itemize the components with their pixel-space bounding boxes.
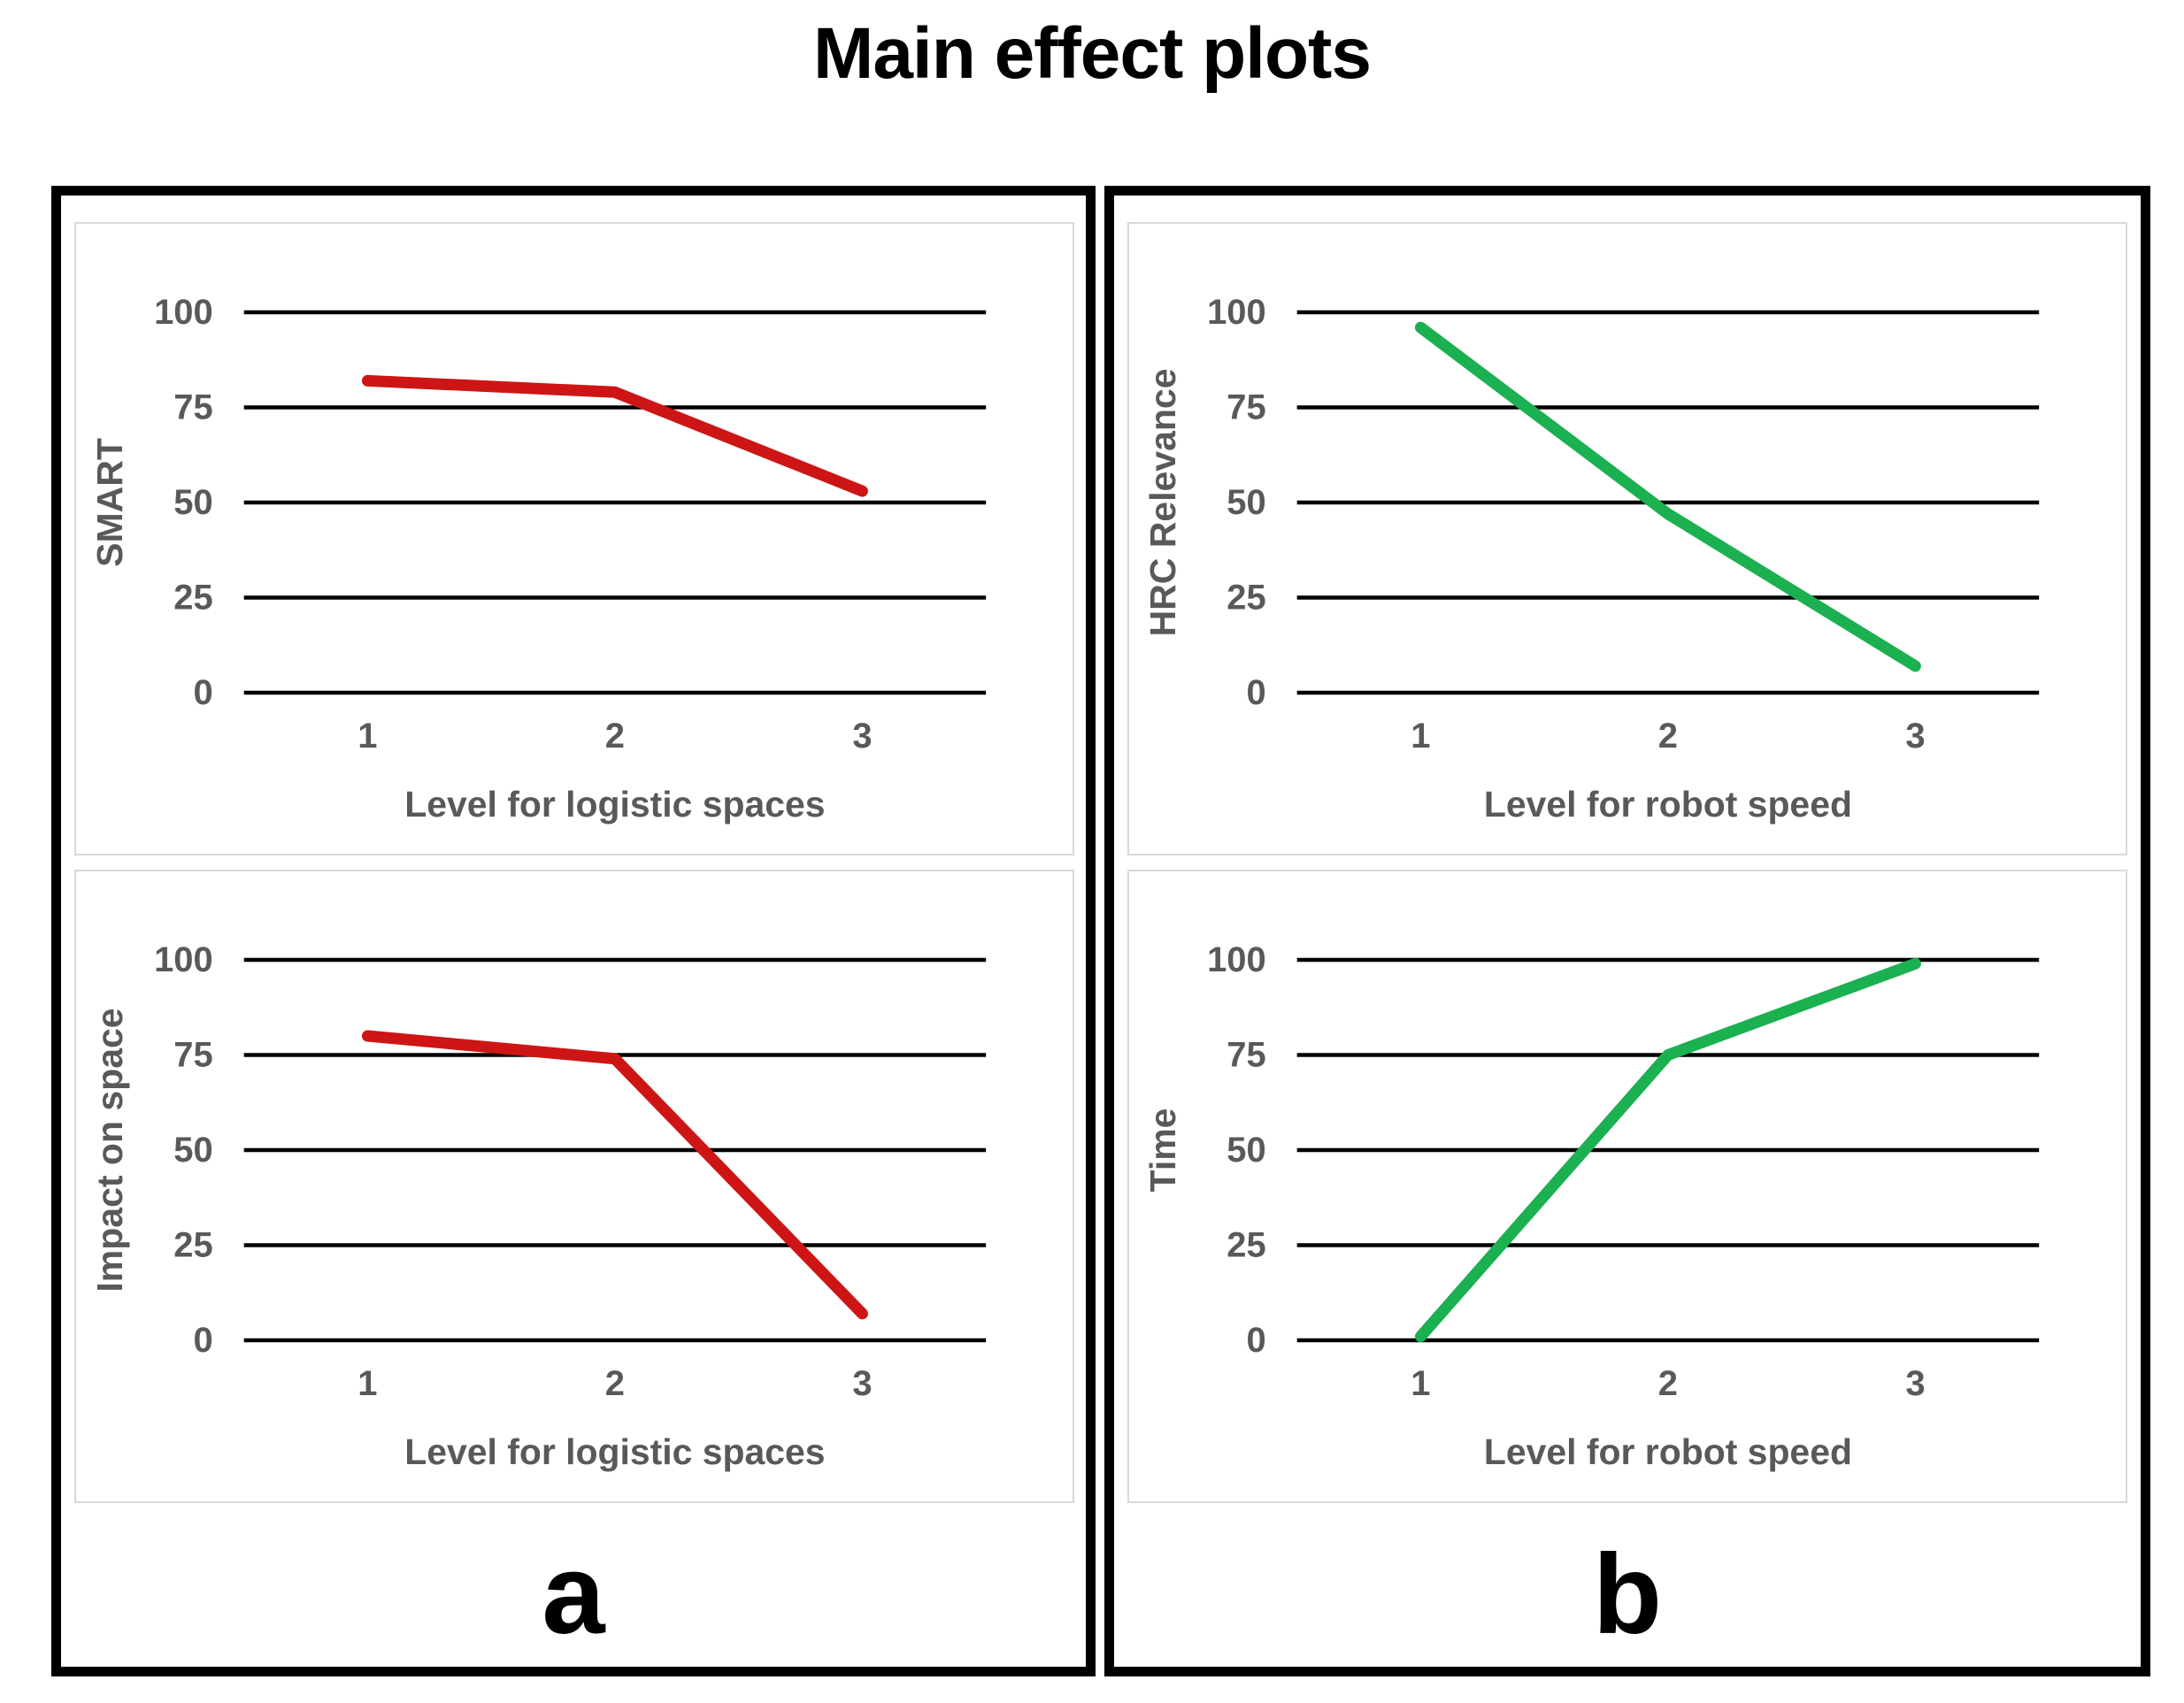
x-tick-label: 3 bbox=[852, 1364, 872, 1403]
y-tick-label: 0 bbox=[194, 1321, 213, 1360]
y-gridlines-and-ticks: 0 25 50 75 100 bbox=[154, 940, 987, 1360]
x-tick-label: 1 bbox=[358, 717, 377, 756]
panel-label-a: a bbox=[542, 1531, 605, 1659]
y-tick-label: 25 bbox=[1227, 1225, 1265, 1264]
y-tick-label: 0 bbox=[1247, 1321, 1266, 1360]
y-gridlines-and-ticks: 0 25 50 75 100 bbox=[1207, 293, 2040, 712]
x-tick-labels: 1 2 3 bbox=[358, 717, 872, 756]
x-tick-label: 3 bbox=[1905, 717, 1925, 756]
chart-impact-on-space-vs-logistic-spaces: 0 25 50 75 100 1 2 3 Level for logistic spaces Im… bbox=[74, 870, 1074, 1503]
x-tick-label: 2 bbox=[605, 1364, 625, 1403]
series-line bbox=[361, 1030, 868, 1320]
line-chart: 0 25 50 75 100 1 2 3 Level for robot speed HRC Re… bbox=[1142, 293, 2040, 825]
y-tick-label: 75 bbox=[173, 387, 212, 426]
y-axis-title: HRC Relevance bbox=[1142, 368, 1183, 636]
y-tick-label: 50 bbox=[173, 483, 212, 522]
x-tick-labels: 1 2 3 bbox=[1411, 1364, 1925, 1403]
line-chart: 0 25 50 75 100 1 2 3 Level for logistic spaces Im… bbox=[89, 940, 987, 1472]
x-tick-label: 1 bbox=[1411, 717, 1430, 756]
y-tick-label: 100 bbox=[1207, 940, 1266, 979]
y-axis-title: Impact on space bbox=[89, 1008, 130, 1292]
y-tick-label: 100 bbox=[1207, 293, 1266, 332]
line-chart: 0 25 50 75 100 1 2 3 Level for logistic spaces SM… bbox=[89, 293, 987, 825]
line-chart: 0 25 50 75 100 1 2 3 Level for robot speed Time bbox=[1142, 940, 2040, 1472]
x-tick-label: 2 bbox=[1658, 717, 1678, 756]
x-tick-label: 2 bbox=[1658, 1364, 1678, 1403]
x-tick-labels: 1 2 3 bbox=[1411, 717, 1925, 756]
x-tick-label: 1 bbox=[1411, 1364, 1430, 1403]
x-tick-label: 2 bbox=[605, 717, 625, 756]
x-axis-title: Level for robot speed bbox=[1484, 1431, 1852, 1472]
panel-label-b: b bbox=[1592, 1531, 1663, 1659]
series-line bbox=[1414, 321, 1921, 672]
figure-title: Main effect plots bbox=[813, 13, 1372, 94]
x-tick-label: 1 bbox=[358, 1364, 377, 1403]
y-gridlines-and-ticks: 0 25 50 75 100 bbox=[154, 293, 987, 712]
x-tick-label: 3 bbox=[1905, 1364, 1925, 1403]
y-gridlines-and-ticks: 0 25 50 75 100 bbox=[1207, 940, 2040, 1360]
y-tick-label: 100 bbox=[154, 293, 213, 332]
x-tick-label: 3 bbox=[852, 717, 872, 756]
series-line bbox=[361, 374, 868, 497]
x-axis-title: Level for logistic spaces bbox=[404, 1431, 825, 1472]
y-tick-label: 25 bbox=[173, 578, 212, 617]
y-tick-label: 75 bbox=[173, 1035, 212, 1074]
y-axis-title: SMART bbox=[89, 438, 130, 567]
y-tick-label: 50 bbox=[1227, 1131, 1265, 1170]
panel-b: 0 25 50 75 100 1 2 3 Level for robot speed HRC Re… bbox=[1104, 186, 2150, 1676]
y-tick-label: 100 bbox=[154, 940, 213, 979]
y-tick-label: 0 bbox=[1247, 673, 1266, 712]
x-axis-title: Level for robot speed bbox=[1484, 784, 1852, 825]
y-tick-label: 50 bbox=[173, 1131, 212, 1170]
y-tick-label: 50 bbox=[1227, 483, 1265, 522]
y-tick-label: 75 bbox=[1227, 387, 1265, 426]
chart-time-vs-robot-speed: 0 25 50 75 100 1 2 3 Level for robot speed Time bbox=[1127, 870, 2127, 1503]
y-tick-label: 25 bbox=[1227, 578, 1265, 617]
x-tick-labels: 1 2 3 bbox=[358, 1364, 872, 1403]
panel-a: 0 25 50 75 100 1 2 3 Level for logistic spaces SM… bbox=[51, 186, 1096, 1676]
chart-smart-vs-logistic-spaces: 0 25 50 75 100 1 2 3 Level for logistic spaces SM… bbox=[74, 222, 1074, 855]
chart-hrc-relevance-vs-robot-speed: 0 25 50 75 100 1 2 3 Level for robot speed HRC Re… bbox=[1127, 222, 2127, 855]
y-tick-label: 25 bbox=[173, 1225, 212, 1264]
y-axis-title: Time bbox=[1142, 1108, 1183, 1193]
series-line bbox=[1414, 957, 1921, 1343]
x-axis-title: Level for logistic spaces bbox=[404, 784, 825, 825]
y-tick-label: 75 bbox=[1227, 1035, 1265, 1074]
y-tick-label: 0 bbox=[194, 673, 213, 712]
